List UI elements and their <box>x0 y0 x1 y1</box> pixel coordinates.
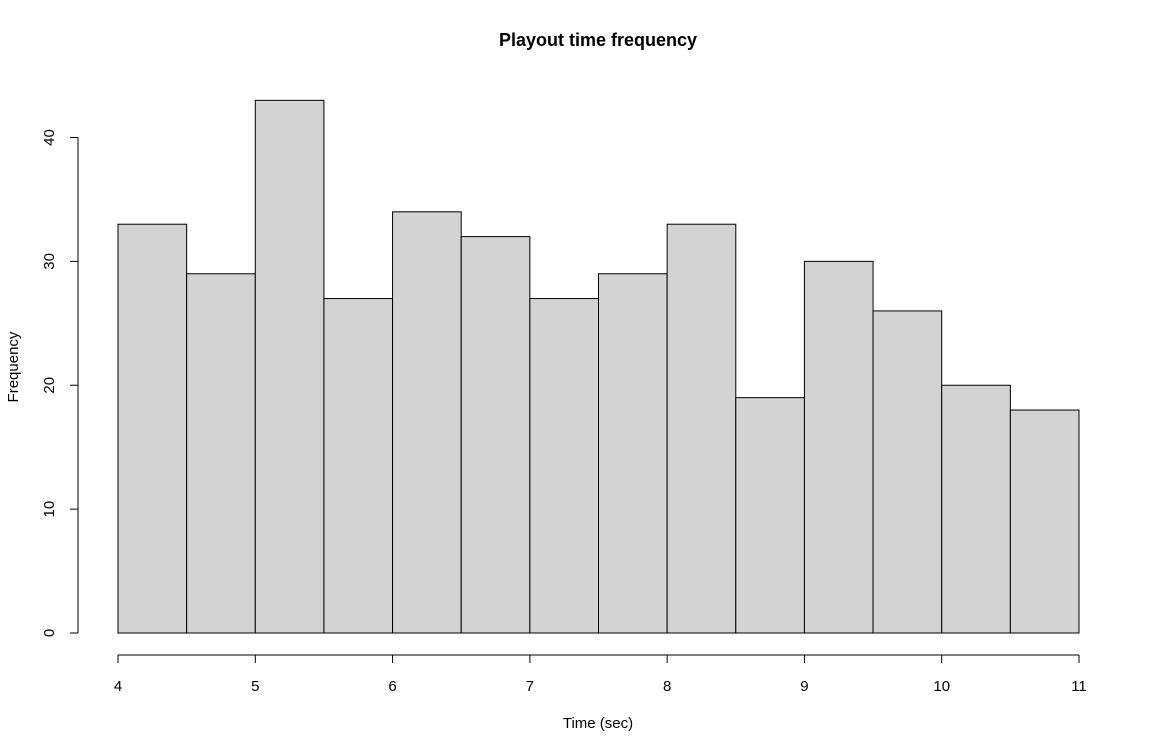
histogram-bar <box>666 223 737 634</box>
histogram-bar <box>1009 409 1080 634</box>
x-tick-label: 5 <box>251 678 259 695</box>
y-tick-label: 0 <box>41 629 58 637</box>
histogram-bar <box>186 273 256 634</box>
x-axis: 4 5 6 7 8 9 10 11 <box>114 654 1087 695</box>
histogram-bar <box>323 298 394 634</box>
x-axis-label: Time (sec) <box>563 715 633 732</box>
bars-group <box>117 99 1080 634</box>
histogram-bar <box>460 236 531 634</box>
x-tick-label: 7 <box>526 678 534 695</box>
histogram-bar <box>803 260 874 634</box>
x-tick-label: 10 <box>933 678 950 695</box>
y-tick-label: 20 <box>41 377 58 394</box>
x-tick-label: 8 <box>663 678 671 695</box>
y-axis-label: Frequency <box>5 331 22 402</box>
x-tick-label: 11 <box>1071 678 1087 695</box>
histogram-bar <box>254 99 325 634</box>
histogram-bar <box>529 298 599 634</box>
x-tick-label: 9 <box>800 678 808 695</box>
histogram-bar <box>117 223 188 634</box>
histogram-bar <box>941 384 1011 634</box>
histogram-bar <box>735 397 805 634</box>
y-tick-label: 40 <box>41 129 58 146</box>
histogram-bar <box>392 211 462 634</box>
x-tick-label: 6 <box>388 678 396 695</box>
x-tick-label: 4 <box>114 678 122 695</box>
histogram-bar <box>872 310 943 634</box>
y-axis: 0 10 20 30 40 <box>41 129 79 637</box>
y-tick-label: 30 <box>41 253 58 270</box>
histogram-bar <box>598 273 668 634</box>
chart-title: Playout time frequency <box>499 30 697 50</box>
y-tick-label: 10 <box>41 501 58 518</box>
